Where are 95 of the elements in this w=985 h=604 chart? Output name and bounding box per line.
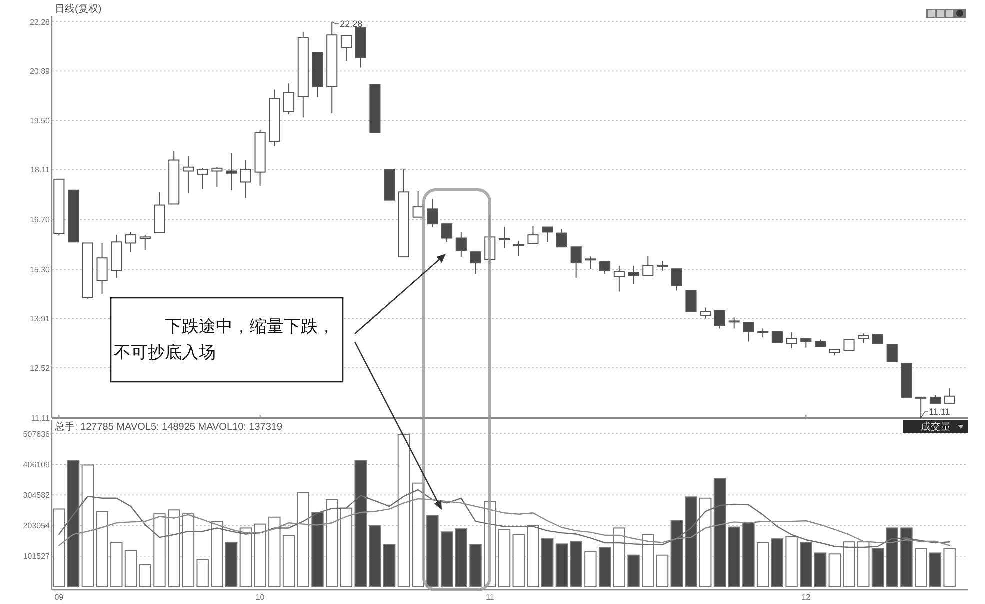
candlestick [340, 35, 352, 62]
candlestick [456, 232, 467, 258]
candlestick [513, 240, 524, 256]
bar [598, 547, 612, 588]
y-tick-label: 20.89 [30, 67, 51, 76]
candlestick [686, 290, 697, 312]
y-tick-label: 13.91 [30, 314, 51, 324]
line-series [58, 498, 950, 546]
y-tick-label: 507636 [23, 430, 51, 439]
bar [584, 552, 597, 588]
bar [225, 542, 238, 588]
bar [814, 552, 827, 588]
x-tick-label: 10 [256, 593, 266, 602]
text: 总手: 127785 MAVOL5: 148925 MAVOL10: 137319 [54, 421, 283, 433]
candlestick [442, 224, 453, 243]
candlestick [614, 265, 625, 292]
candlestick [240, 160, 252, 199]
y-tick-label: 18.11 [30, 166, 51, 175]
y-tick-label: 15.30 [30, 265, 51, 274]
candlestick [197, 168, 208, 190]
x-tick-label: 09 [54, 593, 64, 602]
y-tick-label: 203054 [23, 522, 51, 531]
candlestick [226, 153, 238, 191]
bar [914, 548, 928, 588]
candlestick [916, 396, 927, 418]
x-tick-label: 12 [802, 593, 812, 602]
candlestick [570, 246, 582, 278]
candlestick [427, 198, 438, 228]
y-tick-label: 22.28 [30, 18, 51, 27]
candlestick [800, 338, 812, 348]
candlestick [858, 333, 870, 344]
candlestick [600, 262, 611, 275]
bar [470, 544, 482, 588]
bar [929, 552, 942, 588]
chart-title: 日线(复权) [55, 3, 102, 15]
candlestick [498, 226, 510, 249]
bar [383, 544, 396, 588]
bar [570, 540, 582, 588]
candlestick [944, 388, 956, 404]
candlestick [886, 344, 898, 362]
bar [96, 511, 108, 588]
candlestick [542, 226, 554, 243]
candlestick [528, 226, 539, 244]
y-tick-label: 304582 [23, 491, 51, 500]
bar [541, 538, 554, 588]
bar [196, 559, 209, 588]
bar [282, 535, 296, 588]
bar [756, 542, 770, 588]
y-tick-label: 406109 [23, 460, 51, 470]
bar [556, 544, 568, 588]
bar [742, 522, 755, 588]
text: 成交量 [921, 421, 951, 433]
candlestick [283, 83, 295, 116]
bar [828, 554, 841, 588]
candlestick [470, 252, 482, 275]
bar [628, 554, 640, 588]
y-tick-label: 11.11 [31, 414, 51, 423]
candlestick [786, 332, 798, 350]
candlestick [556, 228, 568, 248]
candlestick [844, 339, 855, 352]
bar [369, 525, 382, 588]
y-tick-label: 19.50 [30, 116, 51, 126]
annotation: 下跌途中，缩量下跌，不可抄底入场 [114, 317, 335, 362]
bar [139, 564, 152, 588]
candlestick [140, 234, 151, 250]
bar [771, 538, 784, 588]
candlestick [212, 166, 223, 188]
candlestick [96, 242, 108, 294]
candlestick [125, 232, 137, 253]
y-tick-label: 101527 [23, 552, 51, 562]
bar [124, 550, 138, 588]
bar [455, 528, 468, 588]
candlestick [656, 260, 668, 272]
candlestick [772, 331, 783, 343]
bar [426, 515, 439, 588]
candlestick [700, 307, 712, 320]
x-tick-label: 11 [486, 593, 495, 602]
bar [512, 534, 525, 588]
bar [440, 532, 454, 588]
candlestick [628, 265, 640, 284]
y-tick-label: 12.52 [30, 364, 51, 373]
candlestick [642, 255, 654, 276]
bar [656, 554, 669, 588]
annotation: 22.28 [340, 19, 363, 29]
candlestick [182, 156, 194, 194]
candlestick [714, 310, 726, 330]
candlestick [743, 322, 754, 342]
candlestick [671, 268, 682, 292]
bar [944, 548, 956, 588]
bar [728, 526, 740, 588]
candlestick [585, 256, 596, 270]
bar [110, 542, 123, 588]
y-tick-label: 16.70 [30, 216, 51, 225]
candlestick [728, 317, 740, 330]
annotation: 11.11 [929, 407, 950, 417]
